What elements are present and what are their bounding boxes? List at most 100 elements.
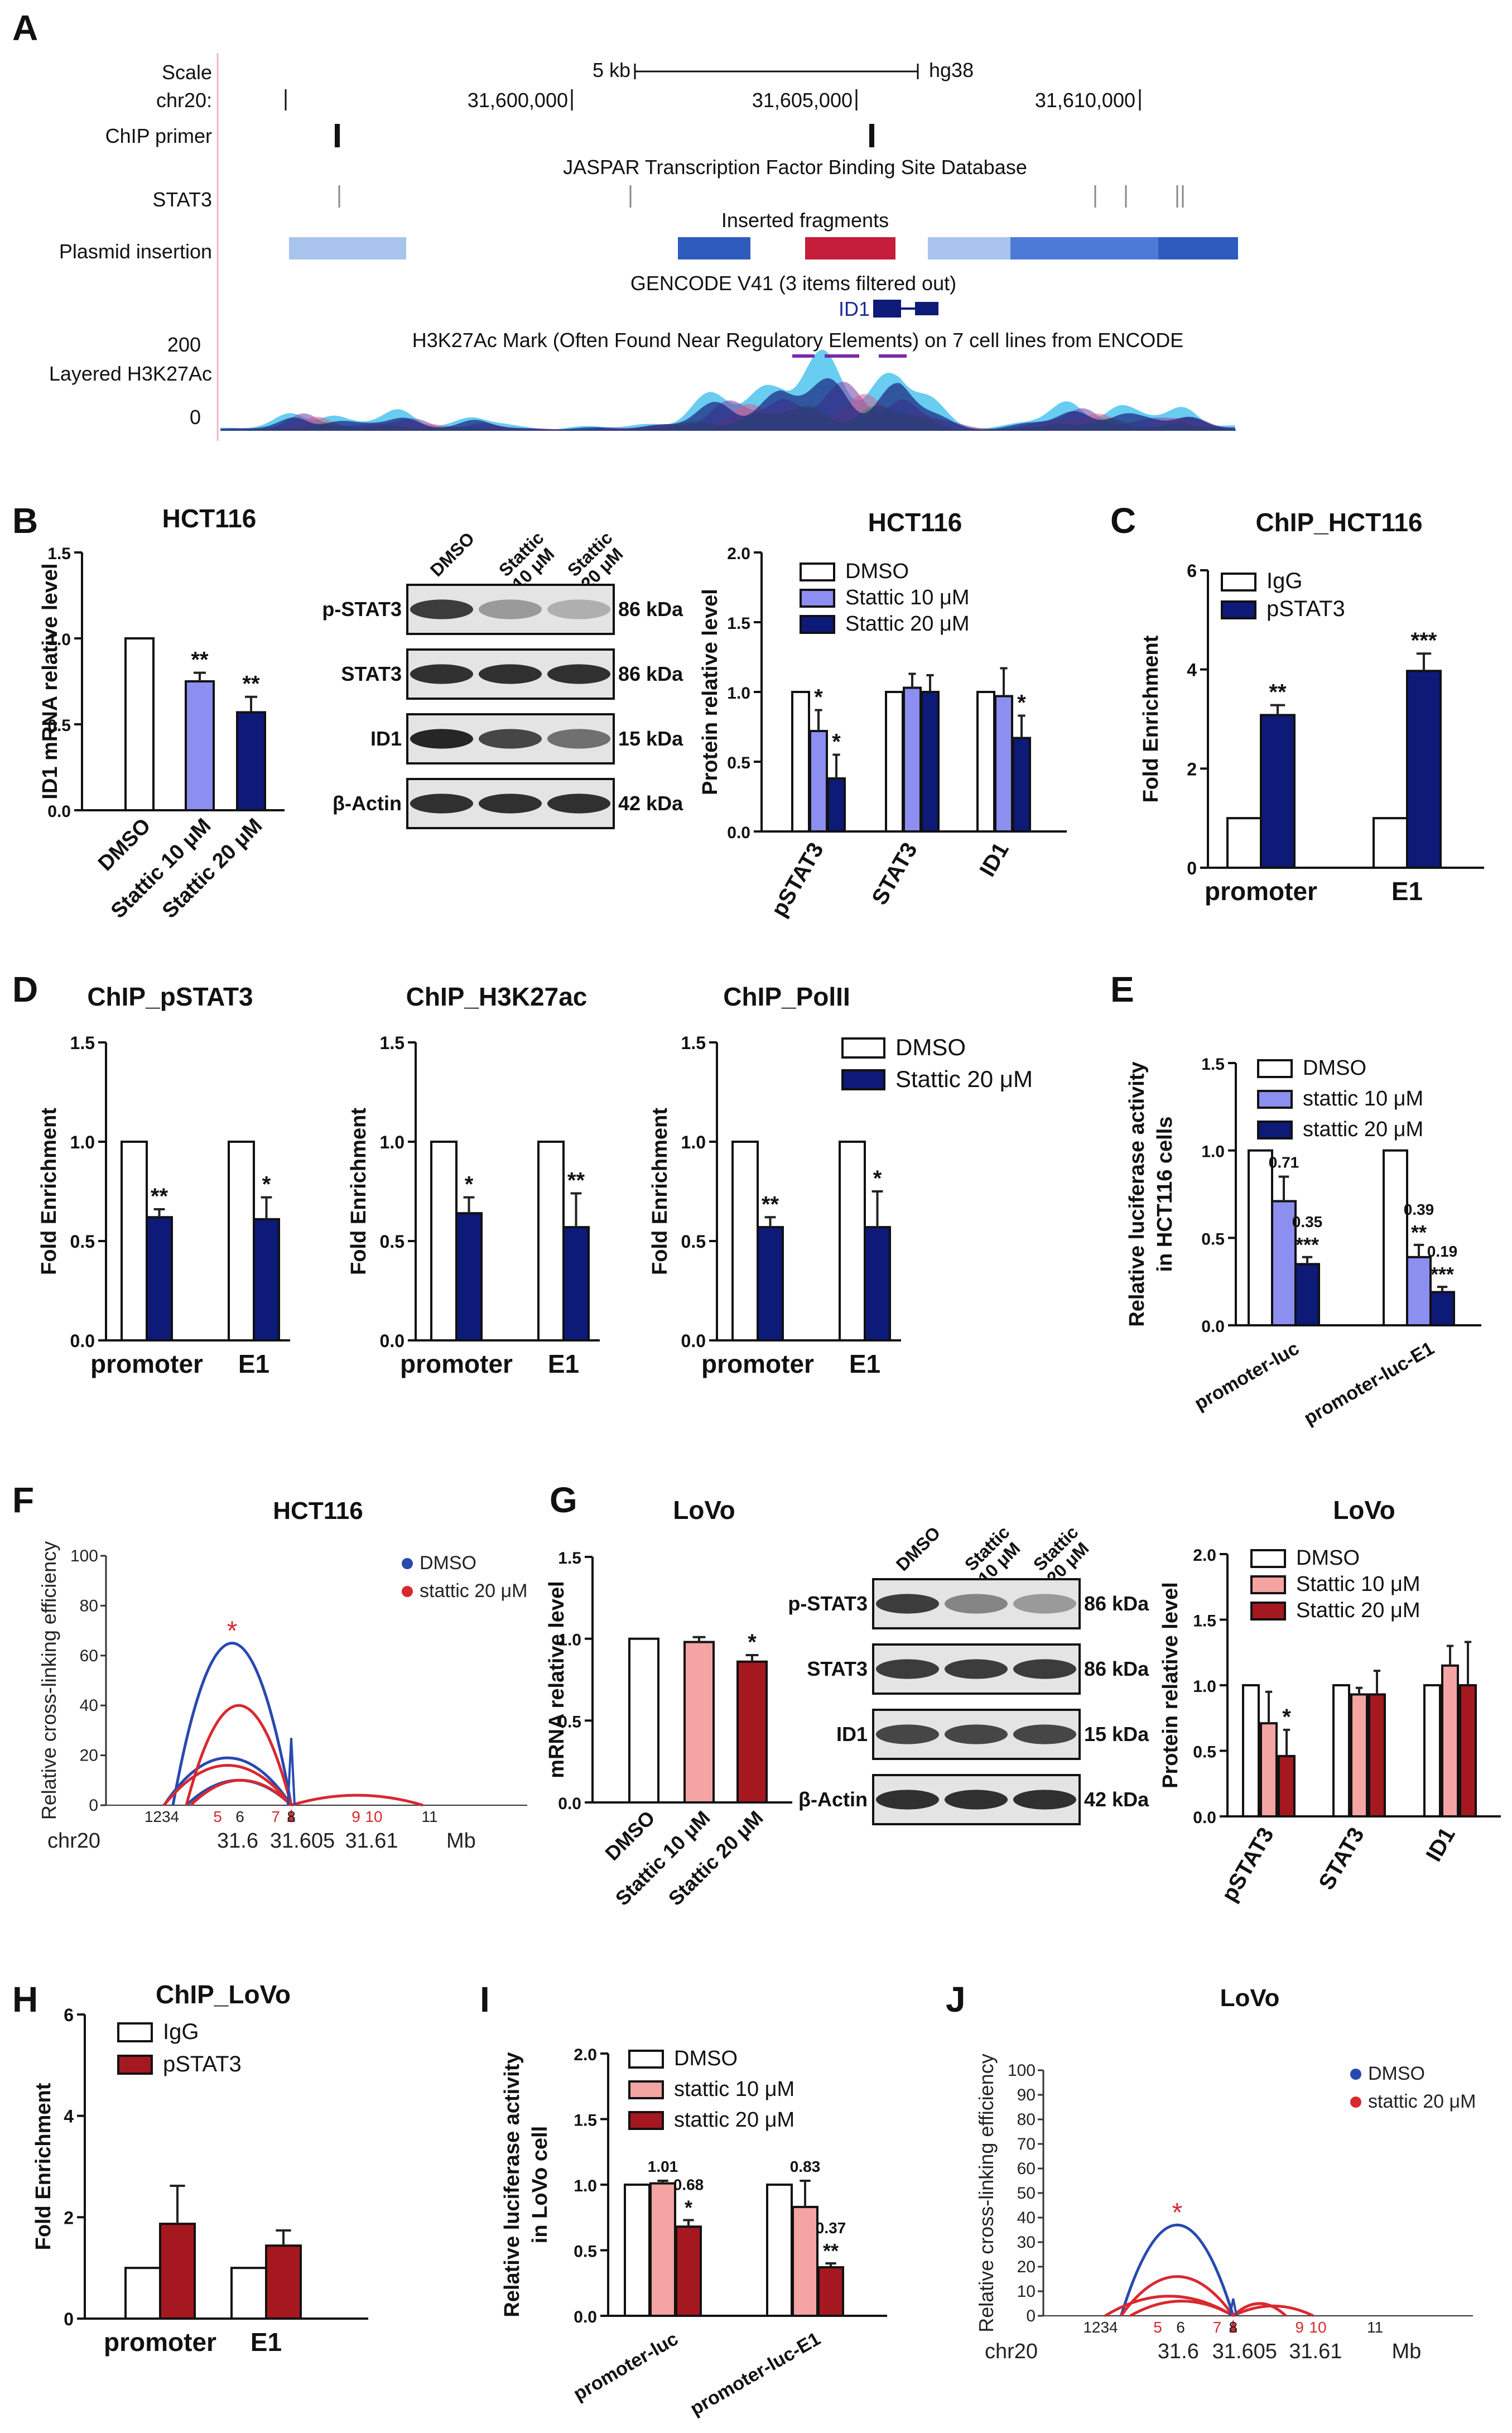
legend-swatch [800,562,835,581]
chart-title: ChIP_LoVo [156,1980,291,2009]
y-tick-label: 90 [1017,2086,1036,2104]
category-label: promoter [400,1349,513,1378]
blot-row-label: STAT3 [341,662,402,685]
legend-label: Stattic 10 μM [1296,1573,1420,1596]
bar [124,637,155,811]
chart-F: 0 20 40 60 80 100 Relative cross-linking effic… [37,1497,527,1853]
blot-band [875,1659,940,1679]
y-tick-label: 0.0 [558,1795,581,1813]
blot-band [944,1659,1008,1679]
bar [731,1141,759,1341]
bar [885,691,904,833]
y-tick-label: 50 [1017,2184,1036,2203]
category-label: ID1 [975,839,1014,881]
y-tick-label: 1.0 [1193,1677,1216,1696]
value-label: 0.39 [1404,1201,1434,1218]
category-label: E1 [1391,877,1423,906]
legend-swatch [1250,1602,1286,1621]
gencode-label: GENCODE V41 (3 items filtered out) [630,272,956,295]
bar [1459,1684,1477,1817]
legend-label: stattic 20 μM [1303,1118,1423,1141]
bar [265,2244,302,2320]
category-label: promoter [104,2328,216,2357]
significance-mark: * [873,1166,882,1191]
bar [624,2184,651,2317]
y-tick-label: 6 [64,2005,74,2025]
y-tick-label: 0.5 [574,2243,597,2261]
bar [1012,737,1031,833]
y-tick-label: 1.5 [47,545,71,563]
pos-label-2: 31,610,000 [1035,89,1135,112]
legend-swatch [117,2055,153,2075]
legend-swatch [841,1069,885,1090]
blot-band [944,1594,1008,1614]
y-tick-label: 2 [1187,759,1197,779]
legend-swatch [800,589,835,608]
coord-label: 31.605 [270,1829,335,1853]
y-tick-label: 0.0 [681,1331,706,1351]
bar [253,1218,280,1342]
inserted-fragments-label: Inserted fragments [721,209,889,232]
chrom-label: chr20 [47,1829,100,1853]
blot-band [410,794,474,814]
y-axis-label: Fold Enrichment [347,1108,370,1275]
legend-swatch [628,2111,664,2130]
fragment-label: 10 [365,1808,382,1825]
blot-band [478,599,542,619]
significance-star: * [227,1616,238,1646]
y-tick-label: 1.0 [558,1631,581,1650]
lane-label: DMSO [426,528,478,580]
legend-swatch [800,615,835,634]
stattic-arc [1232,2302,1287,2317]
bar [1373,817,1408,869]
bar [430,1141,458,1341]
panel-letter-g: G [550,1480,577,1520]
y-tick-label: 0.5 [70,1232,95,1252]
y-tick-label: 0 [1187,858,1197,878]
anchor-spike [1229,2298,1238,2316]
insert-fragment-4 [928,237,1010,259]
track-label: Layered H3K27Ac [49,362,212,385]
bar [1260,1722,1278,1817]
y-tick-label: 40 [1017,2209,1036,2227]
stat3-sites [338,185,1184,208]
y-axis-label: in LoVo cell [528,2126,552,2243]
y-tick-label: 0.0 [727,824,750,842]
y-tick-label: 1.5 [681,1033,706,1053]
chart-G_protein: 0.0 0.5 1.0 1.5 2.0 Protein relative level LoV… [1159,1496,1501,1906]
stat3-track-label: STAT3 [152,188,212,211]
stattic-arc [163,1763,292,1806]
y-tick-label: 1.5 [574,2112,597,2130]
category-label: promoter [90,1349,203,1378]
value-label: 0.19 [1427,1243,1458,1260]
y-tick-label: 0.0 [47,802,71,821]
blot-row-label: β-Actin [333,792,402,815]
significance-mark: ** [191,648,209,672]
blot-band [1013,1659,1077,1679]
blot-band [1013,1724,1077,1744]
significance-mark: * [1017,691,1026,715]
bar [649,2182,676,2317]
value-label: 1.01 [648,2158,678,2175]
bar [1423,1684,1441,1817]
panel-letter-c: C [1110,501,1136,541]
dmso-arc [171,1641,293,1806]
category-label: pSTAT3 [767,839,829,921]
legend-label: DMSO [674,2047,738,2070]
blot-band [478,664,542,684]
legend-swatch [1257,1059,1293,1078]
blot-band [1013,1594,1077,1614]
scale-value: 5 kb [593,59,630,81]
legend-label: Stattic 10 μM [845,586,970,609]
stattic-arc [1120,2275,1235,2317]
y-tick-label: 1.0 [47,631,71,649]
blot-band [547,599,611,619]
dmso-arc [162,1756,293,1806]
y-tick-label: 1.5 [1201,1055,1225,1074]
y-tick-label: 0 [89,1796,98,1815]
chart-C: 0 2 4 6 Fold Enrichment ChIP_HCT116 ** promoter… [1139,508,1484,906]
bar [159,2223,196,2320]
h3k27ac-signal-track [220,349,1236,431]
value-label: 0.37 [816,2219,846,2237]
